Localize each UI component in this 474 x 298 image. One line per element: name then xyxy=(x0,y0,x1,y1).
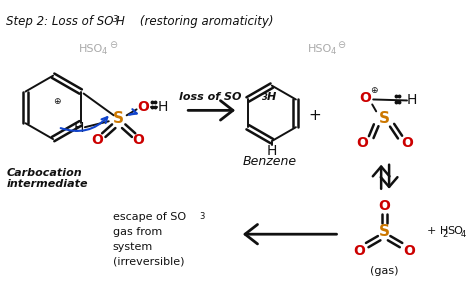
Text: H: H xyxy=(157,100,168,114)
Text: system: system xyxy=(113,242,153,252)
Text: H: H xyxy=(74,121,84,135)
Text: O: O xyxy=(401,136,413,150)
Text: HSO: HSO xyxy=(79,44,103,54)
Text: HSO: HSO xyxy=(308,44,332,54)
Text: O: O xyxy=(91,133,103,147)
Text: ⊖: ⊖ xyxy=(337,40,346,50)
Text: H: H xyxy=(267,92,276,103)
Text: H: H xyxy=(266,144,277,158)
Text: loss of SO: loss of SO xyxy=(179,92,241,103)
Text: S: S xyxy=(379,111,390,126)
Text: 2: 2 xyxy=(443,230,448,239)
Text: O: O xyxy=(403,244,415,258)
Text: ⊕: ⊕ xyxy=(371,86,378,95)
Text: O: O xyxy=(353,244,365,258)
Text: S: S xyxy=(113,111,124,126)
Text: + H: + H xyxy=(427,226,448,236)
Text: Carbocation
intermediate: Carbocation intermediate xyxy=(6,168,88,190)
Text: +: + xyxy=(308,108,321,123)
Text: Benzene: Benzene xyxy=(243,155,297,168)
Text: (gas): (gas) xyxy=(370,266,398,276)
Text: escape of SO: escape of SO xyxy=(113,212,186,222)
Text: ⊖: ⊖ xyxy=(109,40,117,50)
Text: O: O xyxy=(356,136,368,150)
Text: SO: SO xyxy=(447,226,463,236)
Text: ⊕: ⊕ xyxy=(53,97,61,106)
Text: Step 2: Loss of SO: Step 2: Loss of SO xyxy=(6,15,114,28)
Text: S: S xyxy=(379,224,390,239)
Text: gas from: gas from xyxy=(113,227,162,237)
Text: O: O xyxy=(359,91,371,105)
Text: (irreversible): (irreversible) xyxy=(113,257,184,267)
Text: H: H xyxy=(407,94,417,108)
Text: O: O xyxy=(137,100,149,114)
Text: 3: 3 xyxy=(262,93,268,102)
Text: 4: 4 xyxy=(330,47,336,56)
Text: H    (restoring aromaticity): H (restoring aromaticity) xyxy=(116,15,273,28)
Text: 3: 3 xyxy=(113,15,118,24)
Text: 3: 3 xyxy=(199,212,205,221)
Text: O: O xyxy=(378,199,390,213)
Text: O: O xyxy=(133,133,145,147)
Text: 4: 4 xyxy=(461,230,466,239)
Text: 4: 4 xyxy=(102,47,107,56)
